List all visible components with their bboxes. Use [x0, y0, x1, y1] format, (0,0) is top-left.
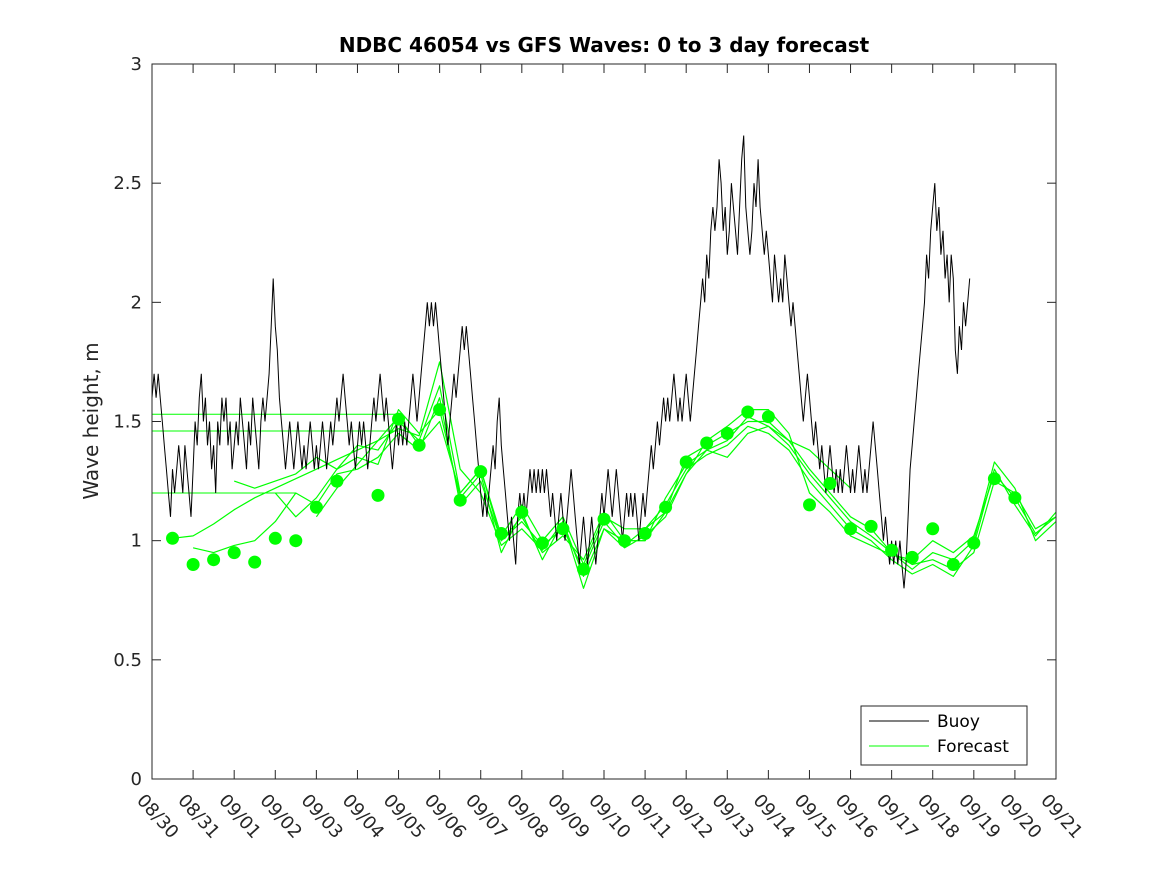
y-tick-label: 3: [131, 54, 142, 75]
forecast-point: [515, 505, 529, 519]
forecast-point: [371, 488, 385, 502]
forecast-point: [659, 500, 673, 514]
forecast-point: [392, 412, 405, 426]
forecast-point: [433, 403, 447, 417]
forecast-point: [474, 465, 488, 479]
forecast-point: [946, 558, 960, 571]
chart-title: NDBC 46054 vs GFS Waves: 0 to 3 day fore…: [339, 33, 870, 57]
forecast-point: [926, 522, 940, 536]
y-tick-label: 0.5: [113, 650, 142, 671]
forecast-point: [803, 498, 816, 512]
forecast-point: [700, 436, 714, 450]
legend-box: [860, 705, 1028, 766]
forecast-point: [412, 438, 426, 452]
forecast-point: [556, 522, 570, 536]
forecast-point: [844, 522, 857, 536]
forecast-point: [577, 562, 590, 576]
forecast-run-line: [315, 409, 1057, 566]
forecast-point: [618, 534, 631, 548]
forecast-point: [638, 527, 652, 540]
forecast-point: [453, 493, 467, 507]
forecast-point: [535, 536, 549, 550]
forecast-point: [289, 534, 303, 548]
forecast-point: [987, 472, 1001, 486]
legend-forecast-label: Forecast: [937, 737, 1009, 757]
forecast-point: [679, 455, 693, 469]
forecast-point: [720, 426, 734, 440]
forecast-point: [248, 555, 262, 569]
forecast-point: [864, 519, 878, 533]
forecast-point: [186, 558, 200, 571]
forecast-run-line: [172, 361, 851, 578]
forecast-point: [1008, 491, 1022, 505]
y-tick-label: 0: [131, 769, 142, 790]
y-axis-title: Wave height, m: [79, 342, 103, 499]
forecast-point: [597, 512, 611, 526]
forecast-point: [885, 543, 899, 557]
forecast-point: [905, 550, 919, 564]
legend-buoy-label: Buoy: [937, 712, 980, 732]
forecast-point: [166, 531, 179, 545]
forecast-point: [207, 553, 221, 567]
forecast-point: [309, 500, 323, 514]
forecast-point: [967, 536, 981, 550]
plot-area: [152, 64, 1056, 779]
legend: Buoy Forecast: [860, 705, 1028, 766]
y-tick-label: 2: [131, 292, 142, 313]
forecast-point: [330, 474, 344, 488]
y-tick-label: 1.5: [113, 412, 142, 433]
forecast-point: [761, 410, 775, 424]
y-tick-label: 1: [131, 531, 142, 552]
forecast-run-line: [274, 409, 1057, 589]
forecast-point: [268, 531, 282, 545]
forecast-point: [823, 477, 837, 490]
series-layer: [151, 135, 1057, 589]
axis-ticks: [151, 63, 1057, 780]
forecast-point: [741, 405, 755, 419]
forecast-point: [227, 546, 241, 560]
y-tick-labels: 0 0.5 1 1.5 2 2.5 3: [113, 54, 142, 790]
plot-frame: [151, 63, 1057, 780]
y-tick-label: 2.5: [113, 173, 142, 194]
forecast-point: [494, 527, 508, 540]
